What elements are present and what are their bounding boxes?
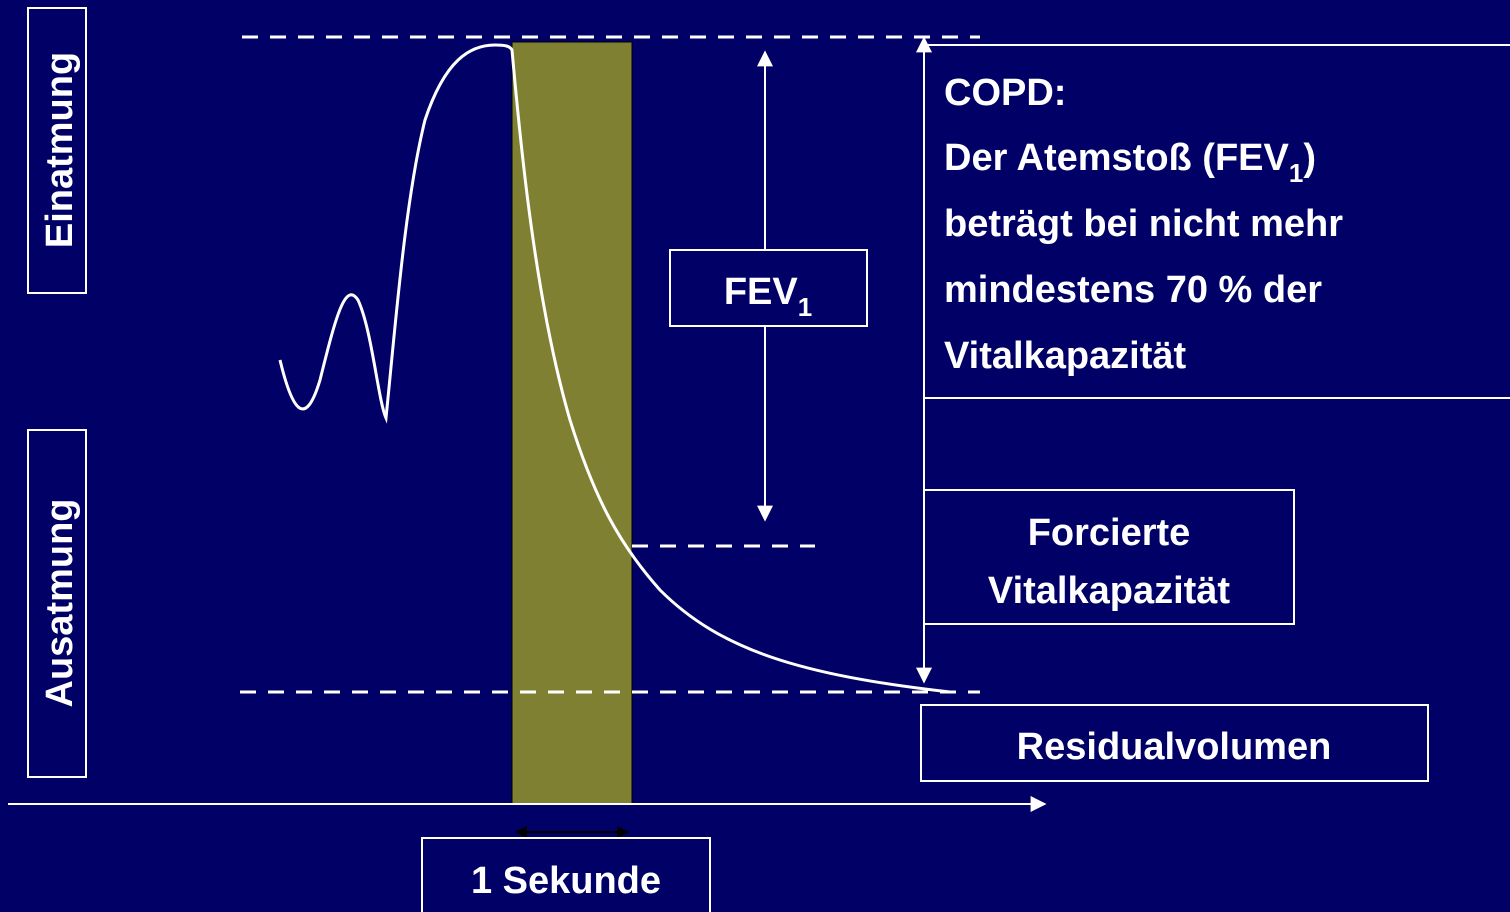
fvc-line: Vitalkapazität	[988, 570, 1231, 612]
second-label: 1 Sekunde	[471, 860, 661, 902]
fev-label: FEV1	[724, 271, 812, 322]
second-box	[421, 837, 711, 912]
copd-line: mindestens 70 % der	[944, 269, 1322, 311]
fev-sub: 1	[798, 292, 812, 322]
fvc-line: Forcierte	[1028, 512, 1191, 554]
residual-label: Residualvolumen	[1017, 726, 1332, 768]
copd-line: Vitalkapazität	[944, 335, 1187, 377]
copd-line: Der Atemstoß (FEV1)	[944, 137, 1316, 188]
exhale-box	[27, 429, 87, 778]
fvc-box	[923, 489, 1295, 625]
fev-box	[669, 249, 868, 327]
copd-line-end: )	[1303, 137, 1316, 179]
copd-sub: 1	[1289, 158, 1303, 188]
copd-title: COPD:	[944, 72, 1066, 114]
copd-box-edges	[924, 44, 1510, 399]
exhale-label: Ausatmung	[39, 499, 81, 708]
inhale-box	[27, 7, 87, 294]
copd-line-start: Der Atemstoß (FEV	[944, 137, 1290, 179]
copd-line: beträgt bei nicht mehr	[944, 203, 1343, 245]
spirometry-curve	[278, 43, 951, 694]
fev-main: FEV	[724, 271, 799, 313]
residual-box	[920, 704, 1429, 782]
inhale-label: Einatmung	[39, 52, 81, 248]
